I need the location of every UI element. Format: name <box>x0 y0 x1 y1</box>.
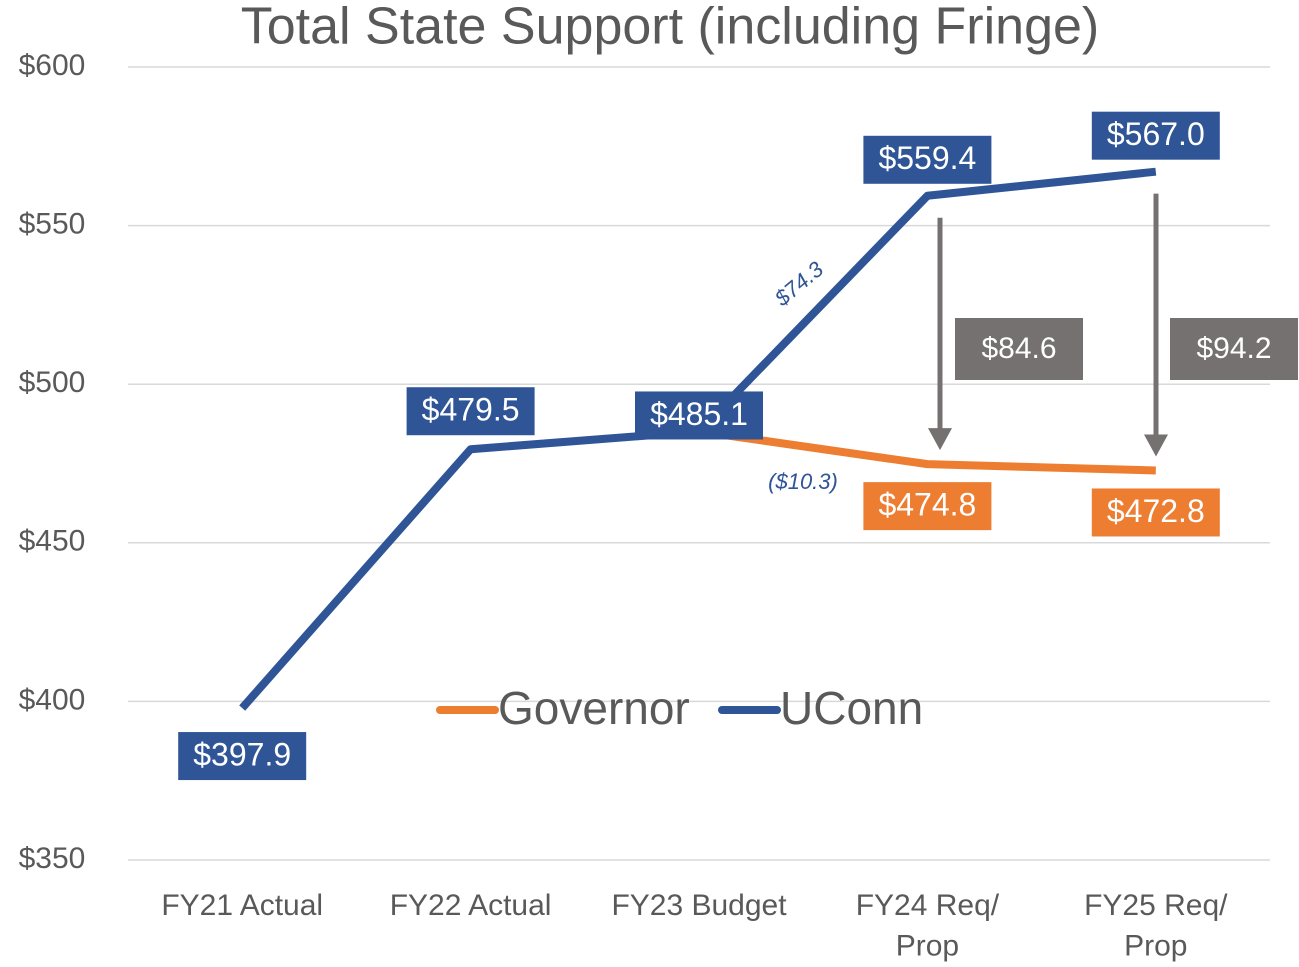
x-tick-label: FY25 Req/Prop <box>1084 889 1228 963</box>
data-label: $485.1 <box>650 396 748 432</box>
y-tick-label: $450 <box>19 525 86 558</box>
data-label: $567.0 <box>1107 116 1205 152</box>
annotation: ($10.3) <box>768 469 838 494</box>
series-line <box>239 167 1157 711</box>
x-tick-label: FY22 Actual <box>390 889 552 922</box>
data-label-box <box>635 391 763 440</box>
data-label-box <box>863 482 992 531</box>
x-tick-label: FY24 Req/Prop <box>856 889 1000 963</box>
y-tick-label: $600 <box>19 49 86 82</box>
y-tick-label: $400 <box>19 683 86 716</box>
y-tick-label: $350 <box>19 842 86 875</box>
data-label: $474.8 <box>878 487 976 523</box>
data-label-box <box>406 387 535 436</box>
annotation-box <box>955 318 1083 380</box>
data-label-box <box>1091 111 1220 160</box>
arrow-head <box>1144 434 1168 457</box>
annotation-box <box>1170 318 1298 380</box>
data-label: $559.4 <box>878 140 976 176</box>
data-label: $479.5 <box>422 392 520 428</box>
legend-label: Governor <box>498 682 690 734</box>
x-tick-label: FY21 Actual <box>161 889 323 922</box>
annotation: $94.2 <box>1196 332 1271 365</box>
annotation: $84.6 <box>981 332 1056 365</box>
y-tick-label: $500 <box>19 366 86 399</box>
chart-title: Total State Support (including Fringe) <box>241 0 1099 56</box>
data-label-box <box>1091 488 1220 537</box>
data-label-box <box>863 135 992 184</box>
data-label-box <box>178 732 307 781</box>
x-tick-label: FY23 Budget <box>611 889 787 922</box>
y-tick-label: $550 <box>19 208 86 241</box>
arrow-head <box>928 428 952 451</box>
legend-label: UConn <box>780 682 923 734</box>
series-line <box>698 427 1156 475</box>
data-label: $472.8 <box>1107 493 1205 529</box>
data-label: $397.9 <box>193 737 291 773</box>
